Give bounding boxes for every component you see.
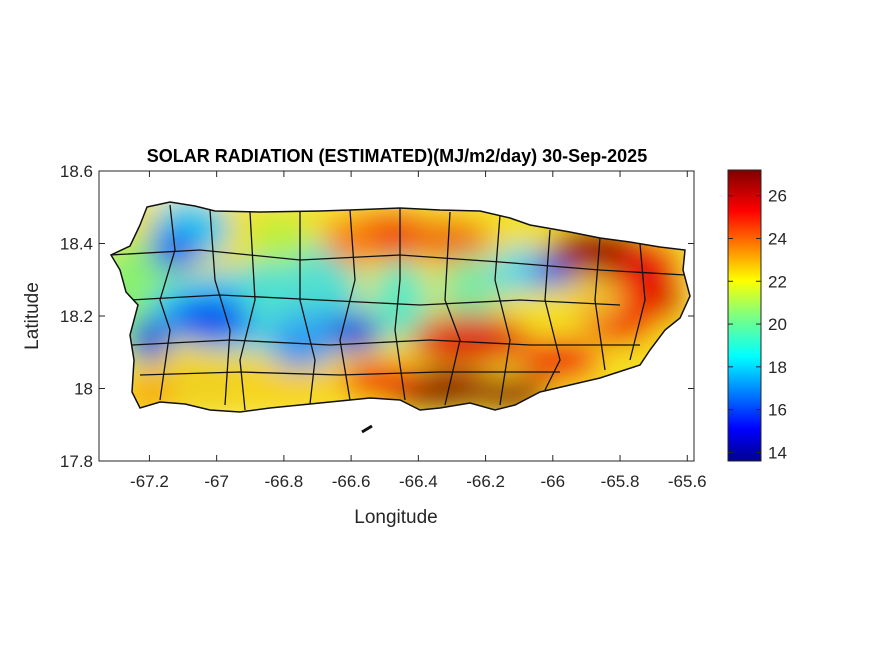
municipal-boundary	[629, 243, 646, 361]
radiation-heatmap	[111, 202, 690, 412]
municipal-boundary	[139, 371, 560, 376]
x-tick-label: -66.2	[466, 472, 505, 491]
island-caja-de-muertos	[361, 424, 373, 434]
municipal-boundary	[159, 204, 176, 401]
colorbar-tick-label: 14	[768, 443, 787, 462]
x-tick-label: -66.4	[399, 472, 438, 491]
municipal-boundary	[111, 249, 686, 276]
x-tick-label: -65.6	[668, 472, 707, 491]
colorbar-tick-label: 20	[768, 315, 787, 334]
x-tick-label: -66.8	[265, 472, 304, 491]
y-tick-label: 18.6	[60, 162, 93, 181]
municipal-boundary	[131, 339, 640, 346]
colorbar-tick-label: 22	[768, 272, 787, 291]
y-axis-label: Latitude	[22, 282, 43, 350]
municipal-boundary	[239, 211, 256, 411]
colorbar-tick-label: 18	[768, 358, 787, 377]
y-tick-label: 18	[74, 380, 93, 399]
colorbar-tick-label: 16	[768, 401, 787, 420]
colorbar	[727, 169, 762, 462]
x-tick-label: -67.2	[130, 472, 169, 491]
x-tick-label: -67	[204, 472, 229, 491]
x-axis-label: Longitude	[354, 507, 437, 528]
colorbar-tick-label: 26	[768, 187, 787, 206]
municipal-boundary	[544, 229, 561, 391]
y-tick-label: 17.8	[60, 452, 93, 471]
municipal-boundary	[394, 208, 406, 401]
y-tick-label: 18.2	[60, 307, 93, 326]
chart-title: SOLAR RADIATION (ESTIMATED)(MJ/m2/day) 3…	[147, 146, 647, 166]
municipal-boundary	[209, 209, 231, 406]
municipal-boundary	[129, 294, 621, 306]
y-tick-label: 18.4	[60, 235, 93, 254]
colorbar-tick-label: 24	[768, 229, 787, 248]
municipal-boundary	[594, 237, 606, 371]
municipal-boundary	[339, 209, 356, 401]
x-tick-label: -66	[541, 472, 566, 491]
x-tick-label: -66.6	[332, 472, 371, 491]
x-tick-label: -65.8	[601, 472, 640, 491]
municipal-boundary	[299, 212, 316, 405]
